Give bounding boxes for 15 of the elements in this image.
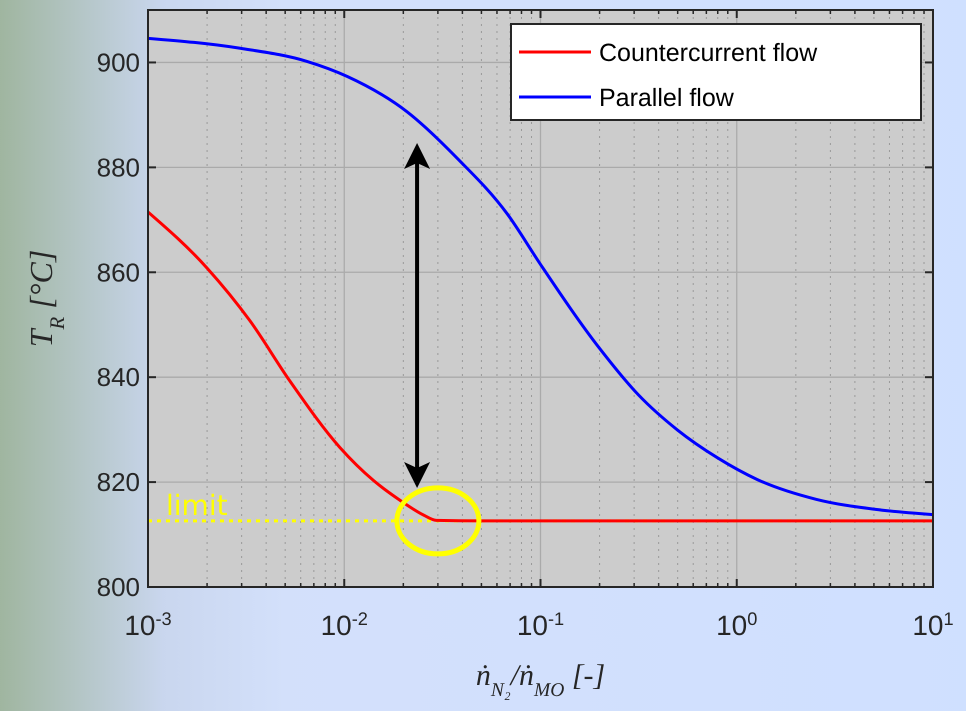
- x-tick-label: 10$^{-1}$: [516, 609, 564, 641]
- x-tick-label: 10$^{-3}$: [124, 609, 172, 641]
- y-tick-label: 820: [96, 467, 140, 498]
- legend-label: Countercurrent flow: [599, 39, 818, 67]
- x-tick-label: 10$^{0}$: [716, 609, 758, 641]
- x-tick-label: 10$^{1}$: [912, 609, 954, 641]
- x-axis-title: ṅ$_{N₂}$/ṅ$_{MO}$ [-]: [476, 659, 606, 700]
- y-tick-label: 840: [96, 362, 140, 392]
- y-tick-label: 880: [96, 152, 140, 182]
- y-tick-label: 800: [96, 572, 140, 602]
- legend-label: Parallel flow: [599, 84, 735, 112]
- ref-line-label: limit: [166, 488, 228, 522]
- x-tick-label: 10$^{-2}$: [320, 609, 368, 641]
- y-tick-label: 860: [96, 257, 140, 288]
- y-tick-label: 900: [96, 47, 140, 78]
